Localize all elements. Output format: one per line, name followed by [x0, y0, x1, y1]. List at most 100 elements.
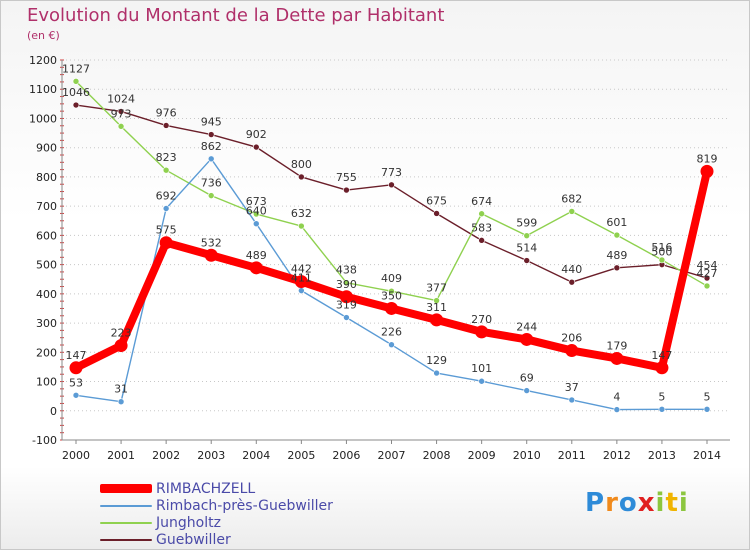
x-tick-label: 2000 — [62, 449, 90, 462]
legend-item-rimbach: Rimbach-près-Guebwiller — [100, 497, 333, 514]
data-point-guebwiller — [72, 101, 80, 109]
legend-label-rimbach: Rimbach-près-Guebwiller — [156, 497, 333, 514]
data-label: 640 — [246, 205, 267, 218]
y-tick-label: 700 — [36, 200, 57, 213]
legend-swatch-rimbachzell — [100, 484, 152, 493]
chart-title: Evolution du Montant de la Dette par Hab… — [27, 5, 445, 26]
data-point-guebwiller — [613, 264, 621, 272]
data-label: 632 — [291, 207, 312, 220]
x-tick-label: 2011 — [558, 449, 586, 462]
data-label: 4 — [613, 391, 620, 404]
data-point-guebwiller — [162, 122, 170, 129]
data-label: 1127 — [62, 62, 90, 75]
y-tick-label: 1000 — [29, 112, 57, 125]
data-label: 350 — [381, 289, 402, 302]
x-tick-label: 2009 — [468, 449, 496, 462]
y-tick-label: 1100 — [29, 83, 57, 96]
y-tick-label: 100 — [36, 376, 57, 389]
data-label: 516 — [651, 241, 672, 254]
data-point-rimbach-près-guebwiller — [568, 396, 576, 404]
data-point-jungholtz — [613, 231, 621, 239]
y-tick-label: 500 — [36, 259, 57, 272]
data-label: 37 — [565, 381, 579, 394]
data-point-jungholtz — [252, 210, 260, 218]
legend-item-jungholtz: Jungholtz — [100, 514, 333, 531]
data-point-guebwiller — [568, 278, 576, 286]
data-point-guebwiller — [298, 173, 305, 181]
legend-swatch-guebwiller — [100, 538, 152, 541]
chart-legend: RIMBACHZELL Rimbach-près-Guebwiller Jung… — [100, 480, 333, 548]
data-label: 270 — [471, 313, 492, 326]
data-point-guebwiller — [523, 257, 531, 264]
x-tick-label: 2006 — [332, 449, 360, 462]
logo-letter: i — [678, 488, 689, 518]
data-label: 223 — [111, 327, 132, 340]
chart-subtitle: (en €) — [27, 29, 60, 42]
data-point-guebwiller — [343, 186, 350, 194]
x-tick-label: 2003 — [197, 449, 225, 462]
data-label: 601 — [606, 216, 627, 229]
data-label: 902 — [246, 128, 267, 141]
data-point-rimbachzell — [339, 290, 353, 304]
y-tick-label: 1200 — [29, 54, 57, 67]
data-point-rimbach-près-guebwiller — [162, 205, 170, 212]
data-point-jungholtz — [162, 166, 170, 174]
data-point-jungholtz — [478, 210, 485, 218]
data-label: 69 — [520, 372, 534, 385]
x-tick-label: 2014 — [693, 449, 721, 462]
data-label: 736 — [201, 177, 222, 190]
data-point-guebwiller — [117, 108, 125, 115]
data-label: 244 — [516, 320, 537, 333]
data-point-rimbachzell — [565, 344, 579, 358]
data-label: 179 — [606, 339, 627, 352]
data-point-rimbach-près-guebwiller — [343, 314, 350, 321]
data-point-rimbachzell — [159, 236, 173, 250]
data-label: 440 — [561, 263, 582, 276]
data-point-rimbachzell — [294, 275, 308, 289]
data-point-jungholtz — [433, 297, 440, 304]
data-label: 31 — [114, 383, 128, 396]
data-label: 862 — [201, 140, 222, 153]
data-label: 1046 — [62, 86, 90, 99]
data-point-rimbachzell — [520, 332, 534, 346]
data-point-rimbachzell — [204, 248, 218, 262]
data-point-jungholtz — [343, 279, 350, 287]
logo-letter: r — [605, 488, 619, 518]
data-point-jungholtz — [72, 78, 80, 85]
y-tick-label: 300 — [36, 317, 57, 330]
data-label: 411 — [291, 272, 312, 285]
data-label: 409 — [381, 272, 402, 285]
data-point-jungholtz — [298, 222, 305, 230]
data-point-rimbach-près-guebwiller — [703, 406, 711, 413]
data-point-guebwiller — [703, 274, 711, 282]
data-label: 800 — [291, 158, 312, 171]
x-tick-label: 2002 — [152, 449, 180, 462]
data-point-rimbach-près-guebwiller — [117, 398, 125, 406]
legend-label-guebwiller: Guebwiller — [156, 531, 231, 548]
data-label: 575 — [156, 224, 177, 237]
data-label: 973 — [111, 107, 132, 120]
x-tick-label: 2004 — [242, 449, 270, 462]
data-point-rimbach-près-guebwiller — [478, 377, 485, 385]
logo-letter: t — [665, 488, 679, 518]
x-tick-label: 2008 — [423, 449, 451, 462]
x-tick-label: 2013 — [648, 449, 676, 462]
y-tick-label: 400 — [36, 288, 57, 301]
data-label: 673 — [246, 195, 267, 208]
data-label: 500 — [651, 246, 672, 259]
legend-swatch-rimbach — [100, 504, 152, 507]
data-label: 489 — [606, 249, 627, 262]
data-point-rimbach-près-guebwiller — [613, 406, 621, 413]
data-label: 599 — [516, 217, 537, 230]
data-point-rimbach-près-guebwiller — [298, 287, 305, 294]
data-point-jungholtz — [568, 208, 576, 215]
data-point-rimbach-près-guebwiller — [658, 406, 666, 413]
data-point-rimbachzell — [610, 351, 624, 365]
x-tick-label: 2005 — [287, 449, 315, 462]
data-label: 226 — [381, 326, 402, 339]
data-label: 773 — [381, 166, 402, 179]
data-label: 514 — [516, 242, 537, 255]
data-point-guebwiller — [478, 237, 485, 244]
legend-label-rimbachzell: RIMBACHZELL — [156, 480, 256, 497]
